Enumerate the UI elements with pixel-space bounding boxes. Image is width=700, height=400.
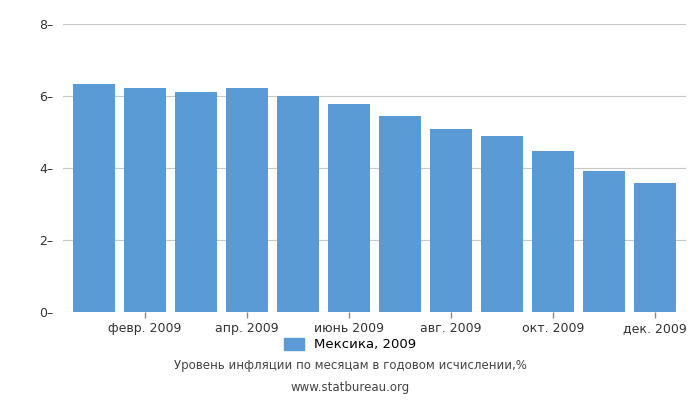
Bar [532, 151, 574, 312]
Bar [73, 84, 115, 312]
Legend: Мексика, 2009: Мексика, 2009 [279, 332, 421, 356]
Bar [379, 116, 421, 312]
Bar [328, 104, 370, 312]
Bar [226, 88, 268, 312]
Text: Уровень инфляции по месяцам в годовом исчислении,%: Уровень инфляции по месяцам в годовом ис… [174, 360, 526, 372]
Bar [124, 88, 166, 312]
Bar [481, 136, 523, 312]
Text: www.statbureau.org: www.statbureau.org [290, 381, 410, 394]
Bar [634, 184, 676, 312]
Bar [175, 92, 217, 312]
Bar [277, 96, 318, 312]
Bar [430, 129, 472, 312]
Bar [583, 171, 625, 312]
